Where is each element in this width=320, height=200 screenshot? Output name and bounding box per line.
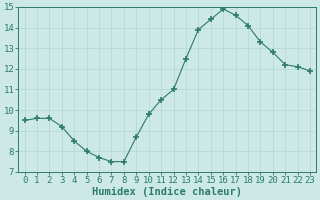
- X-axis label: Humidex (Indice chaleur): Humidex (Indice chaleur): [92, 186, 242, 197]
